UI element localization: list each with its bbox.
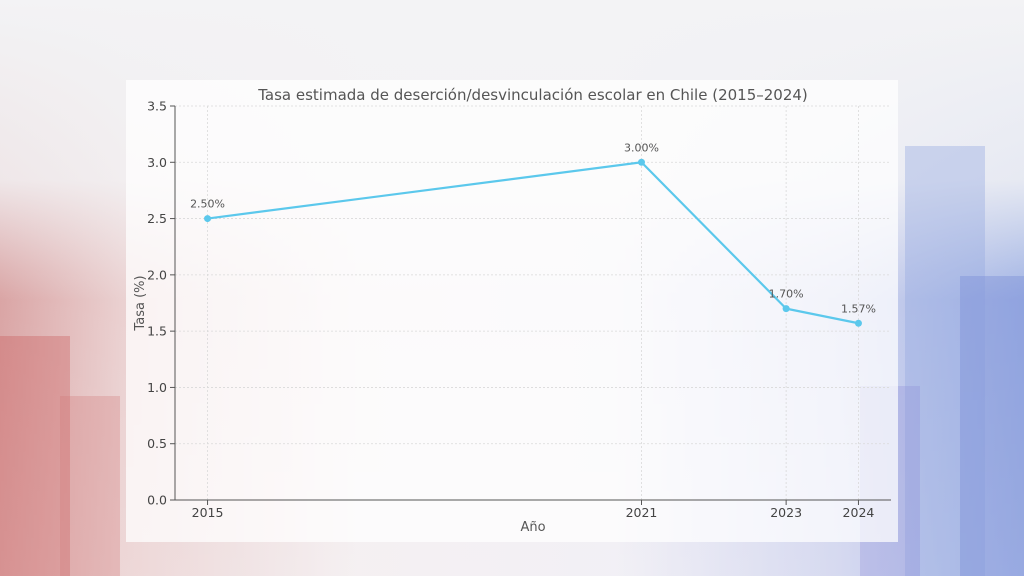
data-label: 1.70% [769, 288, 804, 301]
grid-layer [175, 105, 891, 501]
building-left-2 [60, 396, 120, 576]
y-tick-label: 0.5 [147, 436, 167, 451]
y-tick-label: 3.0 [147, 155, 167, 170]
chart-title: Tasa estimada de deserción/desvinculació… [257, 86, 808, 104]
y-axis-label: Tasa (%) [133, 275, 148, 331]
series-line [207, 161, 859, 325]
data-point [782, 305, 790, 313]
data-point [637, 158, 645, 166]
y-tick-label: 2.5 [147, 211, 167, 226]
y-tick-label: 1.0 [147, 380, 167, 395]
axes-layer [174, 106, 891, 501]
building-right [905, 146, 985, 576]
x-tick-label: 2015 [192, 505, 224, 520]
ticks-layer: 0.0 0.5 1.0 1.5 2.0 2.5 3.0 3.5 2015 2021 2023 2024 [147, 99, 874, 521]
series-layer: 2.50% 3.00% 1.70% 1.57% [190, 141, 876, 327]
building-right-2 [960, 276, 1024, 576]
chart-panel [126, 80, 898, 542]
y-tick-label: 0.0 [147, 493, 167, 508]
x-tick-label: 2023 [770, 505, 802, 520]
data-point [854, 319, 862, 327]
data-label: 3.00% [624, 141, 659, 154]
building-left [0, 336, 70, 576]
y-tick-label: 1.5 [147, 324, 167, 339]
data-label: 1.57% [841, 302, 876, 315]
x-axis-label: Año [520, 520, 545, 535]
data-point [204, 215, 212, 223]
x-tick-label: 2021 [626, 505, 658, 520]
x-tick-label: 2024 [843, 505, 875, 520]
y-tick-label: 3.5 [147, 99, 167, 114]
data-label: 2.50% [190, 198, 225, 211]
y-tick-label: 2.0 [147, 267, 167, 282]
